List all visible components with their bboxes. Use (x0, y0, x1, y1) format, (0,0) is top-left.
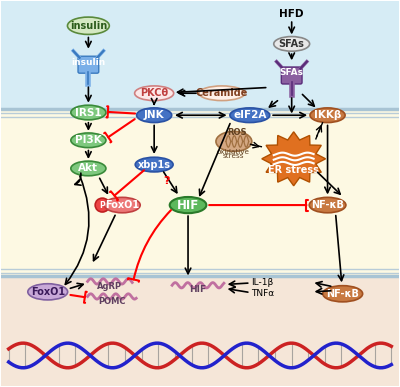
FancyBboxPatch shape (1, 109, 399, 276)
FancyBboxPatch shape (281, 67, 302, 84)
Text: HIF: HIF (190, 285, 206, 295)
Text: xbp1s: xbp1s (138, 159, 171, 170)
Text: AgRP: AgRP (97, 282, 122, 291)
Ellipse shape (71, 161, 106, 176)
Ellipse shape (230, 108, 270, 123)
Text: NF-κB: NF-κB (311, 200, 344, 210)
Text: insulin: insulin (71, 58, 106, 67)
Ellipse shape (310, 108, 345, 123)
Text: HFD: HFD (280, 9, 304, 19)
Ellipse shape (71, 105, 106, 120)
Text: SFAs: SFAs (279, 39, 305, 49)
Text: FoxO1: FoxO1 (105, 200, 139, 210)
FancyBboxPatch shape (78, 56, 99, 73)
Text: FoxO1: FoxO1 (31, 287, 65, 297)
Text: eIF2A: eIF2A (233, 110, 266, 120)
Ellipse shape (309, 197, 346, 213)
Text: Akt: Akt (78, 163, 98, 173)
FancyBboxPatch shape (1, 276, 399, 386)
Ellipse shape (71, 133, 106, 147)
Text: TNFα: TNFα (251, 289, 274, 298)
Text: Ceramide: Ceramide (196, 88, 248, 98)
FancyBboxPatch shape (1, 1, 399, 109)
Text: HIF: HIF (177, 199, 199, 212)
Text: IL-1β: IL-1β (251, 278, 273, 287)
Text: NF-κB: NF-κB (326, 289, 359, 299)
Ellipse shape (137, 108, 172, 123)
Ellipse shape (135, 86, 174, 101)
Text: PI3K: PI3K (75, 135, 102, 145)
Text: POMC: POMC (98, 297, 126, 306)
Ellipse shape (199, 86, 245, 101)
Ellipse shape (170, 197, 206, 213)
Ellipse shape (135, 157, 173, 172)
Text: JNK: JNK (144, 110, 164, 120)
Ellipse shape (323, 286, 363, 302)
Text: ER stress: ER stress (268, 164, 319, 175)
Text: insulin: insulin (70, 21, 107, 31)
Ellipse shape (274, 36, 310, 51)
Text: SFAs: SFAs (280, 68, 304, 77)
Polygon shape (262, 132, 326, 186)
Text: oxidative: oxidative (216, 149, 250, 155)
Circle shape (95, 198, 110, 212)
Text: stress: stress (222, 154, 244, 159)
Text: ?: ? (163, 176, 170, 186)
Ellipse shape (104, 197, 140, 213)
Text: PKCθ: PKCθ (140, 88, 168, 98)
Text: P: P (100, 200, 105, 210)
Text: ROS: ROS (228, 128, 247, 137)
Ellipse shape (216, 132, 252, 151)
Ellipse shape (68, 17, 109, 34)
Text: IRS1: IRS1 (75, 108, 102, 118)
Ellipse shape (28, 284, 68, 300)
Text: IKKβ: IKKβ (314, 110, 341, 120)
